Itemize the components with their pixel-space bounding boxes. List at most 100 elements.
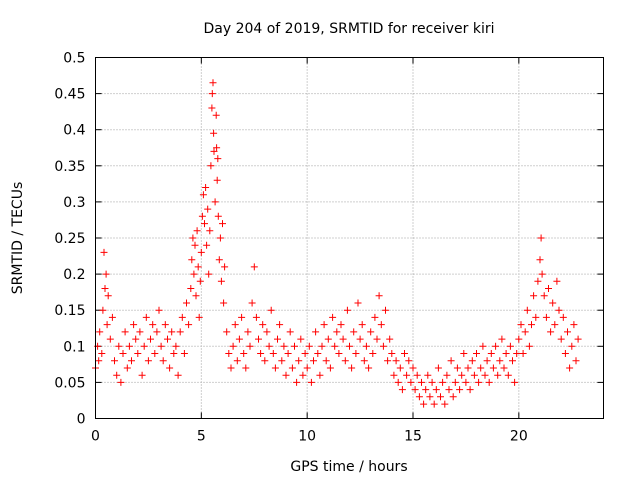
data-point (483, 357, 491, 365)
data-point (388, 350, 396, 357)
data-point (447, 357, 455, 365)
data-point (523, 306, 531, 314)
data-point (257, 350, 265, 357)
data-point (377, 321, 385, 329)
data-point (441, 400, 449, 408)
y-tick-label: 0.45 (54, 87, 85, 103)
data-point (123, 364, 131, 372)
data-point (373, 335, 381, 343)
data-point (261, 357, 269, 365)
data-point (203, 241, 211, 249)
data-point (405, 357, 413, 365)
data-point (413, 371, 421, 379)
data-point (278, 357, 286, 365)
data-point (194, 263, 202, 271)
data-point (166, 364, 174, 372)
data-point (187, 285, 195, 292)
data-point (286, 328, 294, 336)
data-point (386, 335, 394, 343)
data-point (392, 357, 400, 365)
data-point (521, 328, 529, 336)
data-point (297, 335, 305, 343)
data-point (288, 364, 296, 372)
plot-frame (95, 57, 604, 419)
data-point (481, 371, 489, 379)
data-point (149, 321, 157, 329)
data-point (178, 313, 186, 321)
data-point (437, 393, 444, 401)
data-point (537, 234, 545, 242)
data-point (209, 79, 217, 87)
data-point (445, 386, 453, 394)
data-point (358, 321, 366, 329)
data-point (113, 371, 121, 379)
data-point (215, 256, 223, 264)
data-point (362, 342, 370, 350)
data-point (403, 371, 411, 379)
data-point (489, 364, 497, 372)
data-point (221, 263, 229, 271)
data-point (564, 328, 571, 336)
data-point (252, 313, 260, 321)
data-point (276, 321, 284, 329)
data-point (291, 342, 298, 350)
data-point (333, 328, 341, 336)
data-point (136, 328, 144, 336)
data-point (418, 378, 425, 386)
data-point (235, 335, 243, 343)
data-point (352, 350, 360, 357)
data-point (415, 393, 423, 401)
data-point (99, 306, 107, 314)
data-point (449, 393, 457, 401)
data-point (496, 357, 504, 365)
data-point (339, 335, 347, 343)
data-point (115, 342, 123, 350)
data-point (314, 350, 322, 357)
data-point (280, 342, 288, 350)
data-point (517, 321, 525, 329)
data-point (170, 350, 178, 357)
data-point (193, 227, 201, 235)
data-point (130, 321, 138, 329)
data-point (174, 371, 182, 379)
data-point (456, 386, 464, 394)
data-point (119, 350, 127, 357)
data-point (316, 371, 324, 379)
data-point (282, 371, 290, 379)
data-point (382, 306, 389, 314)
data-point (246, 342, 254, 350)
data-point (384, 357, 392, 365)
y-tick-label: 0.05 (54, 375, 85, 391)
x-axis-label: GPS time / hours (290, 459, 407, 475)
data-point (568, 342, 576, 350)
data-point (561, 350, 569, 357)
data-point (409, 364, 417, 372)
data-point (195, 313, 203, 321)
data-point (108, 313, 116, 321)
data-point (142, 313, 150, 321)
data-point (470, 371, 478, 379)
data-point (422, 386, 430, 394)
data-point (320, 321, 328, 329)
data-point (196, 277, 204, 285)
data-point (365, 364, 373, 372)
data-point (303, 364, 311, 372)
data-point (102, 270, 110, 278)
data-point (216, 234, 224, 242)
data-point (238, 313, 246, 321)
data-point (117, 378, 125, 386)
data-point (185, 321, 193, 329)
data-point (214, 155, 222, 163)
data-point (566, 364, 574, 372)
data-point (176, 328, 184, 336)
data-point (451, 378, 459, 386)
data-point (159, 357, 167, 365)
data-point (473, 350, 480, 357)
axis-ticks: 0 0.05 0.1 0.15 0.2 0.25 0.3 0.35 0.4 0.45 0.5 0 5 10… (54, 51, 604, 445)
data-point (424, 371, 432, 379)
data-point (453, 364, 461, 372)
data-point (329, 313, 337, 321)
data-point (443, 371, 451, 379)
data-point (322, 357, 330, 365)
